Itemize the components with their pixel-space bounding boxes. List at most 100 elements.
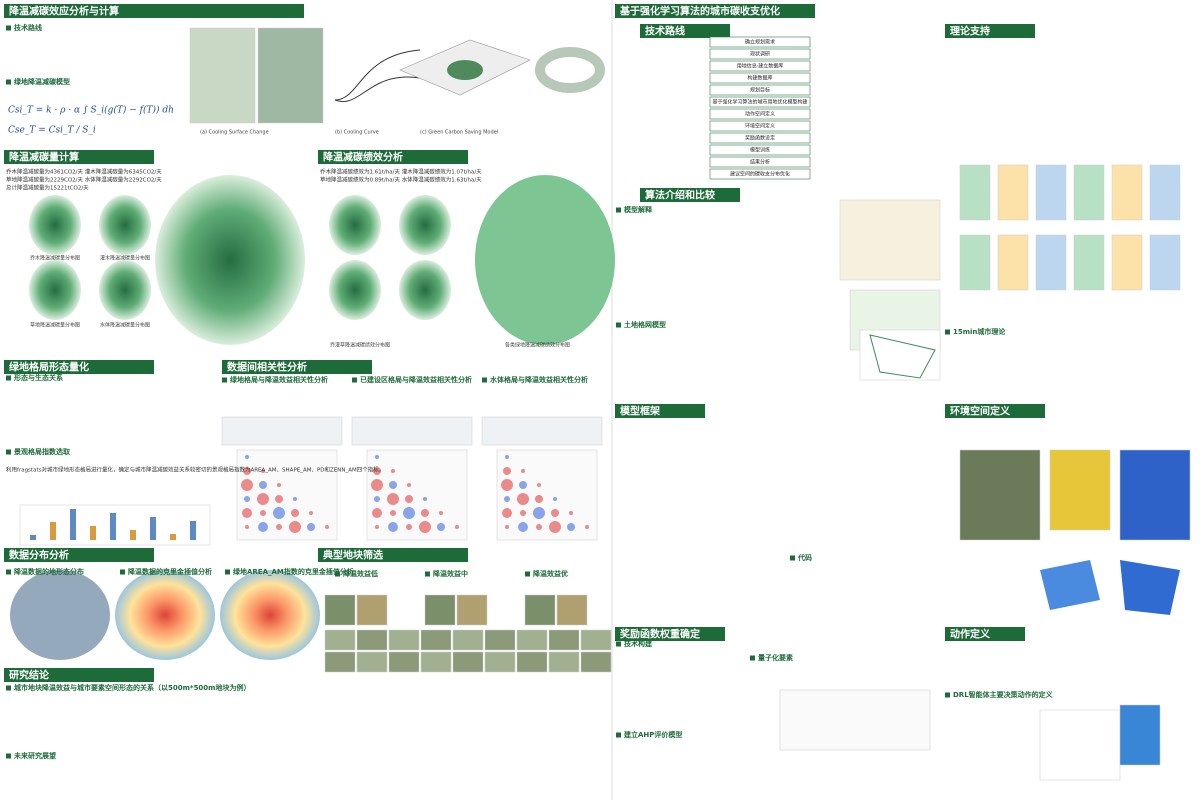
bar [150,517,156,540]
corr-dot [371,479,383,491]
figure [580,629,612,651]
flow-node [709,168,811,180]
figure [356,594,388,626]
figure [516,629,548,651]
caption: 灌木降温减碳量分布图 [100,255,150,262]
corr-dot [455,525,459,529]
bullet [616,322,621,328]
caption: 乔木降温减碳量分布图 [30,255,80,262]
corr-dot [549,521,561,533]
bullet [525,571,530,577]
section-header: 降温减碳量计算 [9,151,79,164]
corr-dot [537,483,541,487]
bullet [750,655,755,661]
section-header: 技术路线 [645,25,685,38]
figure [556,594,588,626]
corr-dot [407,483,411,487]
ring-model [535,47,605,93]
figure [481,416,603,446]
subheading: 降温效益低 [343,569,378,578]
figure [1149,234,1181,291]
section-header: 动作定义 [950,628,991,641]
corr-dot [374,496,380,502]
corr-dot [243,467,251,475]
map [329,260,381,320]
bullet [6,25,11,31]
corr-dot [375,455,379,459]
flow-node [709,108,811,120]
figure [1049,449,1111,531]
flow-node-label: 建议空间的碳收支分布优化 [730,171,790,178]
figure [524,594,556,626]
corr-dot [388,522,398,532]
map [220,570,320,660]
bullet [335,571,340,577]
corr-dot [309,511,313,515]
map [329,195,381,255]
section-header: 数据间相关性分析 [227,361,307,374]
subheading: 已建设区格局与降温效益相关性分析 [360,375,472,384]
corr-dot [585,525,589,529]
action-shape [1120,560,1180,615]
subheading: 技术构建 [624,639,653,648]
section-header-bar [318,150,468,164]
section-header: 降温减碳效应分析与计算 [9,5,119,18]
subheading: 降温数据的地形态分布 [14,567,84,576]
bullet [945,692,950,698]
flow-node-label: 构建数据库 [747,75,772,82]
corr-dot [291,509,299,517]
map [155,175,305,345]
corr-dot [406,524,412,530]
body-text: 乔木降温减碳绩效为1.61t/ha/天 灌木降温减碳绩效为1.07t/ha/天 [320,168,482,176]
corr-dot [258,522,268,532]
corr-dot [517,493,529,505]
figure [1119,449,1191,541]
bullet [790,555,795,561]
flow-node-label: 用地信息·建立数据库 [737,63,784,70]
figure [959,449,1041,541]
flow-node [709,84,811,96]
map [29,195,81,255]
formula: Csi_T = k · ρ · α ∫ S_i(g(T) − f(T)) dh [8,105,174,116]
map [115,570,215,660]
figure [1111,164,1143,221]
section-header-bar [640,188,740,202]
corr-dot [276,524,282,530]
section-header-bar [4,150,154,164]
subheading: 代码 [797,553,812,562]
corr-dot [502,508,512,518]
map [475,175,615,345]
figure [1035,234,1067,291]
bar [90,526,96,540]
section-header: 基于强化学习算法的城市碳收支优化 [619,5,780,18]
corr-dot [519,481,527,489]
section-header: 奖励函数权重确定 [620,628,700,641]
corr-dot [387,493,399,505]
bullet [6,753,11,759]
figure [236,449,338,541]
corr-dot [521,469,525,473]
flow-node [709,96,811,108]
bullet [6,375,11,381]
corr-dot [536,524,542,530]
flow-node [709,144,811,156]
section-header-bar [615,627,725,641]
corr-dot [273,507,285,519]
corr-dot [551,509,559,517]
flow-node [709,156,811,168]
flow-node [709,72,811,84]
subheading: 水体格局与降温效益相关性分析 [490,375,588,384]
corr-dot [307,523,315,531]
subheading: 城市地块降温效益与城市要素空间形态的关系（以500m*500m地块为例） [14,683,250,692]
figure [997,234,1029,291]
figure [324,651,356,673]
figure [516,651,548,673]
corr-dot [518,522,528,532]
bullet [6,569,11,575]
flow-node-label: 确立规划需求 [745,39,775,46]
section-header: 环境空间定义 [950,405,1011,418]
figure [424,594,456,626]
section-header-bar [945,24,1035,38]
